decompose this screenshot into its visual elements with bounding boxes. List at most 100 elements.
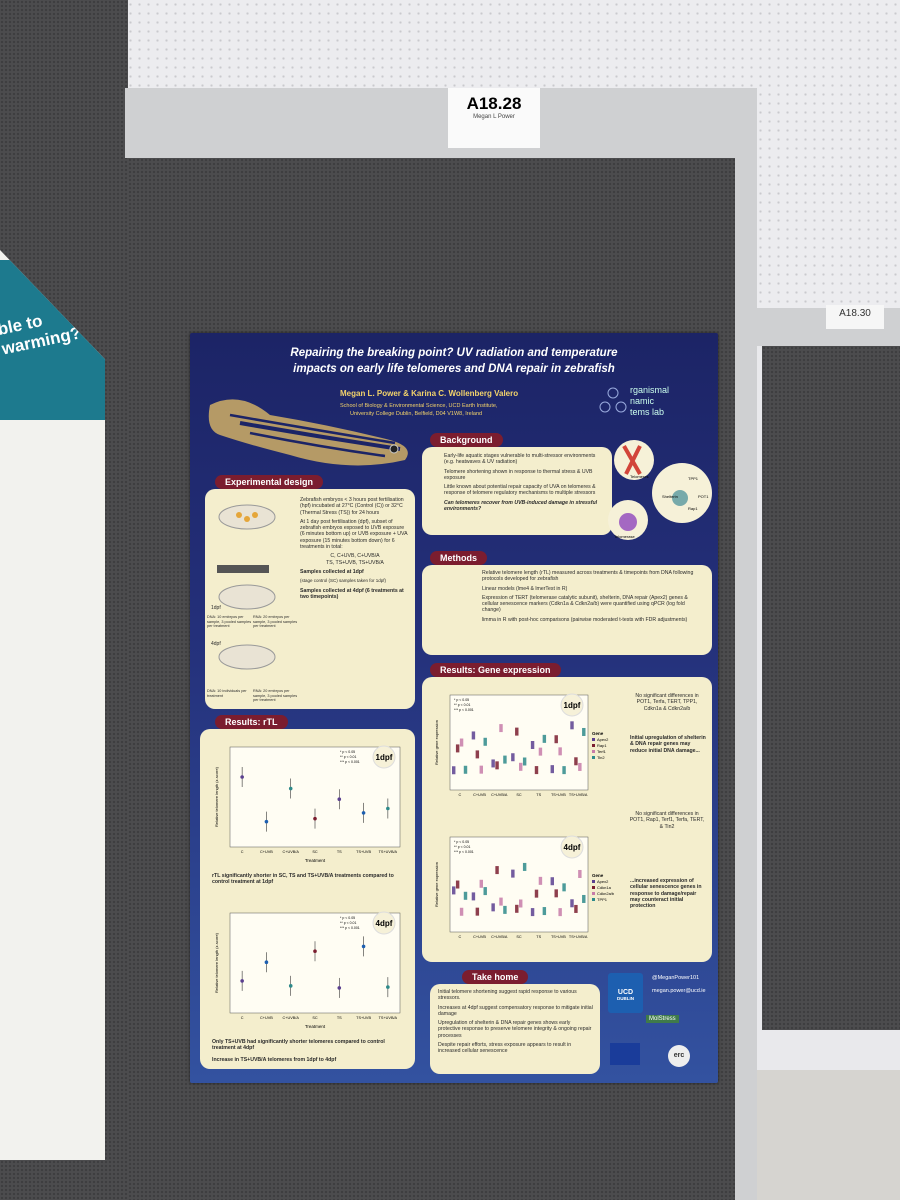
- box: [562, 766, 566, 775]
- significance-key: ** p < 0.01: [454, 845, 470, 849]
- point: [361, 811, 366, 815]
- label: Rap1: [688, 506, 698, 511]
- box: [499, 724, 503, 733]
- section-heading: Experimental design: [215, 475, 324, 489]
- x-tick-label: TS+UVB/A: [379, 1016, 398, 1020]
- lab-line: rganismal: [630, 385, 670, 395]
- box: [530, 908, 535, 917]
- x-tick-label: C: [241, 1016, 244, 1020]
- x-tick-label: C+UVB/A: [491, 935, 508, 939]
- poster-title: impacts on early life telomeres and DNA …: [293, 363, 615, 375]
- box: [574, 904, 578, 913]
- box: [463, 891, 468, 900]
- box: [471, 731, 476, 740]
- plot-bg: [229, 912, 401, 1014]
- lab-line: tems lab: [630, 407, 665, 417]
- x-tick-label: TS+UVB: [356, 850, 371, 854]
- box: [479, 765, 483, 774]
- legend-swatch: [592, 886, 595, 889]
- panel-badge: [372, 911, 396, 935]
- legend-swatch: [592, 738, 595, 741]
- significance-key: * p < 0.05: [340, 916, 355, 920]
- box: [475, 750, 480, 759]
- step: (stage control (SC) samples taken for 1d…: [300, 578, 387, 584]
- section-heading: Results: Gene expression: [430, 663, 561, 677]
- gene-plot: C C+UVB C+UVB/A SC TS TS+UVB TS+UVB/A 1dpf Relat…: [434, 693, 609, 797]
- y-axis-label: Relative gene expression: [434, 720, 439, 765]
- box: [550, 877, 554, 886]
- logo-text: UCD: [617, 989, 634, 996]
- lab-line: namic: [630, 396, 655, 406]
- significance-key: *** p < 0.001: [454, 850, 474, 854]
- design-steps: Zebrafish embryos < 3 hours post fertili…: [300, 497, 410, 603]
- x-tick-label: C+UVB: [260, 1016, 273, 1020]
- box: [522, 757, 527, 766]
- logo-ring: [607, 387, 619, 399]
- floor: [757, 1070, 900, 1200]
- y-axis-label: Relative telomere length (z-score): [214, 766, 219, 827]
- bullet: Expression of TERT (telomerase catalytic…: [482, 594, 688, 614]
- step: Zebrafish embryos < 3 hours post fertili…: [300, 497, 404, 516]
- poster: Repairing the breaking point? UV radiati…: [190, 333, 718, 1083]
- legend-label: Rap1: [597, 743, 607, 748]
- step: At 1 day post fertilisation (dpf), subse…: [300, 518, 408, 551]
- label: Telomeres: [630, 474, 648, 479]
- timepoint: 1dpf: [211, 605, 221, 611]
- affiliation: School of Biology & Environmental Scienc…: [340, 403, 498, 409]
- right-board: [762, 346, 900, 1030]
- rtl-plot: C C+UVB C+UVB/A SC TS TS+UVB TS+UVB/A 1dpf Relat…: [214, 745, 401, 863]
- significance-key: * p < 0.05: [454, 840, 469, 844]
- box: [538, 876, 543, 885]
- chromosome: [622, 445, 642, 475]
- gene-plot: C C+UVB C+UVB/A SC TS TS+UVB TS+UVB/A 4dpf Relat…: [434, 835, 615, 939]
- significance-key: * p < 0.05: [454, 698, 469, 702]
- step: TS, TS+UVB, TS+UVB/A: [326, 559, 384, 566]
- significance-key: * p < 0.05: [340, 750, 355, 754]
- x-tick-label: C+UVB/A: [491, 793, 508, 797]
- legend-title: Gene: [592, 873, 604, 878]
- x-tick-label: SC: [516, 935, 522, 939]
- twitter-handle: @MeganPower101: [652, 975, 700, 981]
- left-poster: ble to warming?: [0, 250, 105, 1160]
- panel-label: 4dpf: [376, 919, 393, 928]
- plot-bg: [229, 746, 401, 848]
- note: No significant differences in POT1, Terf…: [635, 693, 699, 712]
- step: Samples collected at 4dpf (6 treatments …: [300, 587, 404, 600]
- uv-lamp: [217, 565, 269, 573]
- bullet: Initial telomere shortening suggest rapi…: [438, 989, 577, 1002]
- sample-note: DNA: 10 embryos per sample, 3 pooled sam…: [207, 615, 252, 628]
- logo-text: DUBLIN: [617, 996, 634, 1001]
- x-tick-label: TS: [536, 935, 541, 939]
- note: No significant differences in POT1, Rap1…: [629, 811, 705, 830]
- legend-label: TPP1: [597, 897, 608, 902]
- y-axis-label: Relative gene expression: [434, 862, 439, 907]
- x-tick-label: C: [458, 935, 461, 939]
- zebrafish-image: [208, 399, 408, 466]
- rtl-plot: C C+UVB C+UVB/A SC TS TS+UVB TS+UVB/A 4dpf Relat…: [214, 911, 401, 1029]
- box: [542, 907, 547, 916]
- box: [452, 886, 456, 895]
- point: [386, 985, 390, 989]
- significance-key: *** p < 0.001: [340, 926, 360, 930]
- x-tick-label: TS+UVB: [551, 935, 566, 939]
- erc-logo: erc: [668, 1045, 690, 1067]
- box: [542, 734, 547, 743]
- section-heading: Results: rTL: [215, 715, 288, 729]
- point: [337, 986, 342, 990]
- box: [515, 904, 519, 913]
- bullet: Linear models (lme4 & lmerTest in R): [482, 585, 568, 592]
- significance-key: *** p < 0.001: [454, 708, 474, 712]
- logo-ring: [615, 401, 627, 413]
- x-tick-label: TS+UVB/A: [569, 793, 588, 797]
- legend-swatch: [592, 744, 595, 747]
- poster-title: Repairing the breaking point? UV radiati…: [290, 347, 618, 359]
- ucd-logo: UCD DUBLIN: [608, 973, 643, 1013]
- box: [459, 738, 464, 747]
- take-home-panel: Initial telomere shortening suggest rapi…: [430, 984, 600, 1074]
- sample-note: DNA: 10 individuals per treatment: [207, 689, 247, 698]
- box: [495, 761, 499, 770]
- box: [522, 862, 527, 871]
- presenter: Megan L Power: [473, 114, 515, 120]
- box: [475, 907, 480, 916]
- section-heading: Background: [430, 433, 503, 447]
